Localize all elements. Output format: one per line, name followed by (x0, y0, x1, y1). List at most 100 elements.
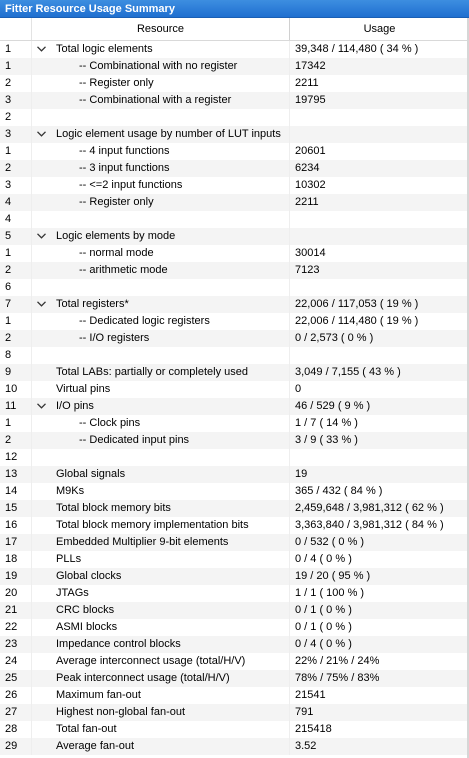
usage-cell: 0 / 1 ( 0 % ) (295, 604, 352, 616)
resource-label: Total registers* (56, 298, 129, 310)
table-row[interactable]: 8 (0, 347, 469, 364)
resource-cell: -- Combinational with no register (32, 58, 290, 75)
resource-cell: -- normal mode (32, 245, 290, 262)
resource-cell: Logic elements by mode (32, 228, 290, 245)
row-number: 4 (0, 194, 32, 211)
table-row[interactable]: 18 PLLs 0 / 4 ( 0 % ) (0, 551, 469, 568)
table-row[interactable]: 15 Total block memory bits 2,459,648 / 3,9… (0, 500, 469, 517)
row-number: 2 (0, 75, 32, 92)
chevron-down-icon[interactable] (37, 41, 47, 58)
row-number: 11 (0, 398, 32, 415)
table-row[interactable]: 16 Total block memory implementation bits… (0, 517, 469, 534)
table-row[interactable]: 20 JTAGs 1 / 1 ( 100 % ) (0, 585, 469, 602)
table-row[interactable]: 2 -- Register only 2211 (0, 75, 469, 92)
usage-column-header[interactable]: Usage (363, 23, 396, 35)
row-number: 23 (0, 636, 32, 653)
resource-label: -- 4 input functions (79, 145, 170, 157)
table-row[interactable]: 13 Global signals 19 (0, 466, 469, 483)
row-number: 5 (0, 228, 32, 245)
resource-cell: -- 4 input functions (32, 143, 290, 160)
resource-cell: Maximum fan-out (32, 687, 290, 704)
table-row[interactable]: 1 -- Combinational with no register 17342 (0, 58, 469, 75)
table-row[interactable]: 24 Average interconnect usage (total/H/V)… (0, 653, 469, 670)
usage-cell: 2211 (295, 77, 319, 89)
table-header: Resource Usage (0, 18, 469, 41)
table-row[interactable]: 28 Total fan-out 215418 (0, 721, 469, 738)
usage-cell: 6234 (295, 162, 320, 174)
table-row[interactable]: 26 Maximum fan-out 21541 (0, 687, 469, 704)
resource-cell: -- I/O registers (32, 330, 290, 347)
row-number: 4 (0, 211, 32, 228)
chevron-down-icon[interactable] (37, 228, 47, 245)
resource-cell: Total fan-out (32, 721, 290, 738)
resource-cell: Peak interconnect usage (total/H/V) (32, 670, 290, 687)
table-row[interactable]: 4 -- Register only 2211 (0, 194, 469, 211)
table-row[interactable]: 2 -- arithmetic mode 7123 (0, 262, 469, 279)
table-row[interactable]: 17 Embedded Multiplier 9-bit elements 0 / … (0, 534, 469, 551)
table-row[interactable]: 1 Total logic elements 39,348 / 114,480 ( … (0, 41, 469, 58)
table-row[interactable]: 27 Highest non-global fan-out 791 (0, 704, 469, 721)
table-row[interactable]: 3 Logic element usage by number of LUT in… (0, 126, 469, 143)
row-number: 26 (0, 687, 32, 704)
resource-cell: Total block memory bits (32, 500, 290, 517)
row-number-header[interactable] (0, 18, 32, 40)
table-row[interactable]: 1 -- Clock pins 1 / 7 ( 14 % ) (0, 415, 469, 432)
usage-cell: 2211 (295, 196, 319, 208)
resource-cell (32, 211, 290, 228)
table-row[interactable]: 10 Virtual pins 0 (0, 381, 469, 398)
usage-cell: 22,006 / 114,480 ( 19 % ) (295, 315, 419, 327)
table-row[interactable]: 1 -- Dedicated logic registers 22,006 / 11… (0, 313, 469, 330)
table-row[interactable]: 5 Logic elements by mode (0, 228, 469, 245)
table-row[interactable]: 19 Global clocks 19 / 20 ( 95 % ) (0, 568, 469, 585)
row-number: 14 (0, 483, 32, 500)
table-row[interactable]: 7 Total registers* 22,006 / 117,053 ( 19 %… (0, 296, 469, 313)
table-row[interactable]: 2 -- I/O registers 0 / 2,573 ( 0 % ) (0, 330, 469, 347)
table-row[interactable]: 23 Impedance control blocks 0 / 4 ( 0 % ) (0, 636, 469, 653)
table-row[interactable]: 4 (0, 211, 469, 228)
table-row[interactable]: 29 Average fan-out 3.52 (0, 738, 469, 755)
resource-cell: -- Dedicated logic registers (32, 313, 290, 330)
chevron-down-icon[interactable] (37, 296, 47, 313)
table-row[interactable]: 25 Peak interconnect usage (total/H/V) 78%… (0, 670, 469, 687)
resource-label: -- arithmetic mode (79, 264, 168, 276)
resource-label: Maximum fan-out (56, 689, 141, 701)
resource-cell: M9Ks (32, 483, 290, 500)
table-row[interactable]: 22 ASMI blocks 0 / 1 ( 0 % ) (0, 619, 469, 636)
row-number: 1 (0, 41, 32, 58)
row-number: 15 (0, 500, 32, 517)
row-number: 25 (0, 670, 32, 687)
resource-cell: Embedded Multiplier 9-bit elements (32, 534, 290, 551)
table-row[interactable]: 1 -- 4 input functions 20601 (0, 143, 469, 160)
table-row[interactable]: 14 M9Ks 365 / 432 ( 84 % ) (0, 483, 469, 500)
usage-cell: 21541 (295, 689, 326, 701)
resource-cell: Total block memory implementation bits (32, 517, 290, 534)
row-number: 19 (0, 568, 32, 585)
usage-cell: 46 / 529 ( 9 % ) (295, 400, 371, 412)
resource-column-header[interactable]: Resource (32, 18, 290, 40)
resource-cell: -- <=2 input functions (32, 177, 290, 194)
resource-label: -- Combinational with no register (79, 60, 238, 72)
chevron-down-icon[interactable] (37, 126, 47, 143)
table-row[interactable]: 21 CRC blocks 0 / 1 ( 0 % ) (0, 602, 469, 619)
table-row[interactable]: 3 -- Combinational with a register 19795 (0, 92, 469, 109)
row-number: 2 (0, 330, 32, 347)
row-number: 3 (0, 92, 32, 109)
table-row[interactable]: 2 (0, 109, 469, 126)
usage-cell (290, 347, 469, 364)
table-row[interactable]: 12 (0, 449, 469, 466)
table-row[interactable]: 3 -- <=2 input functions 10302 (0, 177, 469, 194)
row-number: 2 (0, 262, 32, 279)
table-row[interactable]: 2 -- 3 input functions 6234 (0, 160, 469, 177)
row-number: 8 (0, 347, 32, 364)
table-row[interactable]: 6 (0, 279, 469, 296)
chevron-down-icon[interactable] (37, 398, 47, 415)
table-row[interactable]: 2 -- Dedicated input pins 3 / 9 ( 33 % ) (0, 432, 469, 449)
resource-label: Total LABs: partially or completely used (56, 366, 248, 378)
table-row[interactable]: 9 Total LABs: partially or completely use… (0, 364, 469, 381)
usage-cell: 39,348 / 114,480 ( 34 % ) (295, 43, 419, 55)
usage-cell: 78% / 75% / 83% (295, 672, 380, 684)
resource-label: PLLs (56, 553, 82, 565)
table-row[interactable]: 1 -- normal mode 30014 (0, 245, 469, 262)
resource-cell: -- 3 input functions (32, 160, 290, 177)
table-row[interactable]: 11 I/O pins 46 / 529 ( 9 % ) (0, 398, 469, 415)
